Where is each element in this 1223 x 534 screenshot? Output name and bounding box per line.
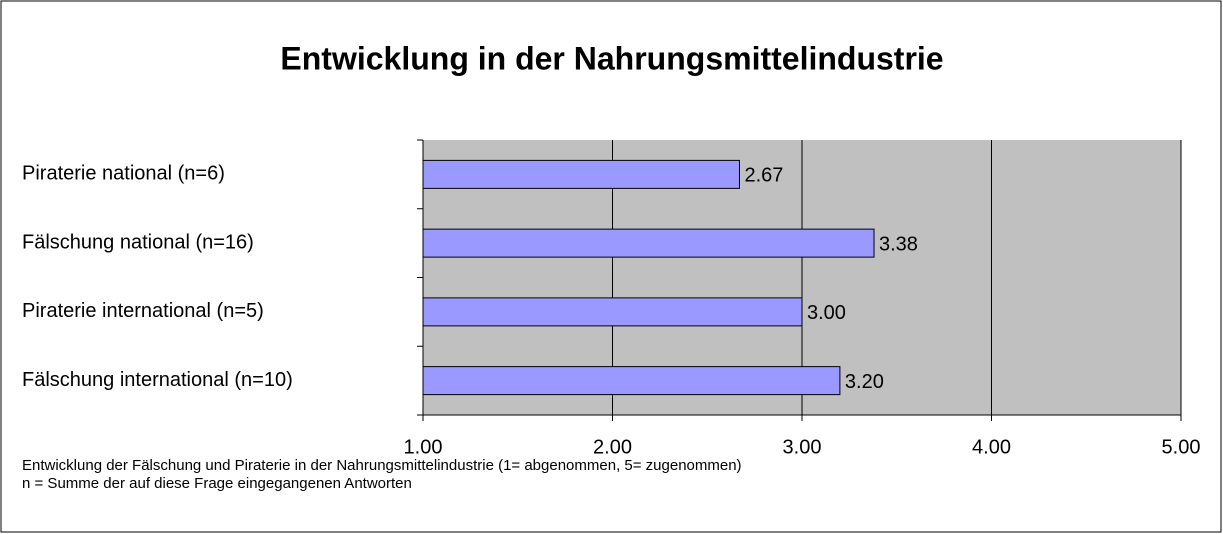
y-tick-label: Piraterie international (n=5) — [22, 300, 264, 322]
bar — [422, 297, 803, 327]
bar — [422, 159, 740, 189]
data-label: 2.67 — [744, 165, 783, 187]
chart-title: Entwicklung in der Nahrungsmittelindustr… — [280, 40, 943, 76]
footnote: n = Summe der auf diese Frage eingegange… — [22, 475, 412, 492]
y-tick-label: Piraterie national (n=6) — [22, 163, 225, 185]
data-label: 3.38 — [879, 233, 918, 255]
footnote: Entwicklung der Fälschung und Piraterie … — [22, 457, 742, 474]
x-tick-label: 4.00 — [972, 436, 1011, 458]
data-label: 3.20 — [845, 371, 884, 393]
y-tick-label: Fälschung national (n=16) — [22, 231, 254, 253]
bar — [422, 366, 841, 396]
data-label: 3.00 — [807, 302, 846, 324]
x-tick-label: 1.00 — [404, 436, 443, 458]
y-tick-label: Fälschung international (n=10) — [22, 369, 293, 391]
x-tick-label: 3.00 — [783, 436, 822, 458]
x-tick-label: 2.00 — [593, 436, 632, 458]
bar — [422, 228, 875, 258]
x-tick-label: 5.00 — [1162, 436, 1201, 458]
